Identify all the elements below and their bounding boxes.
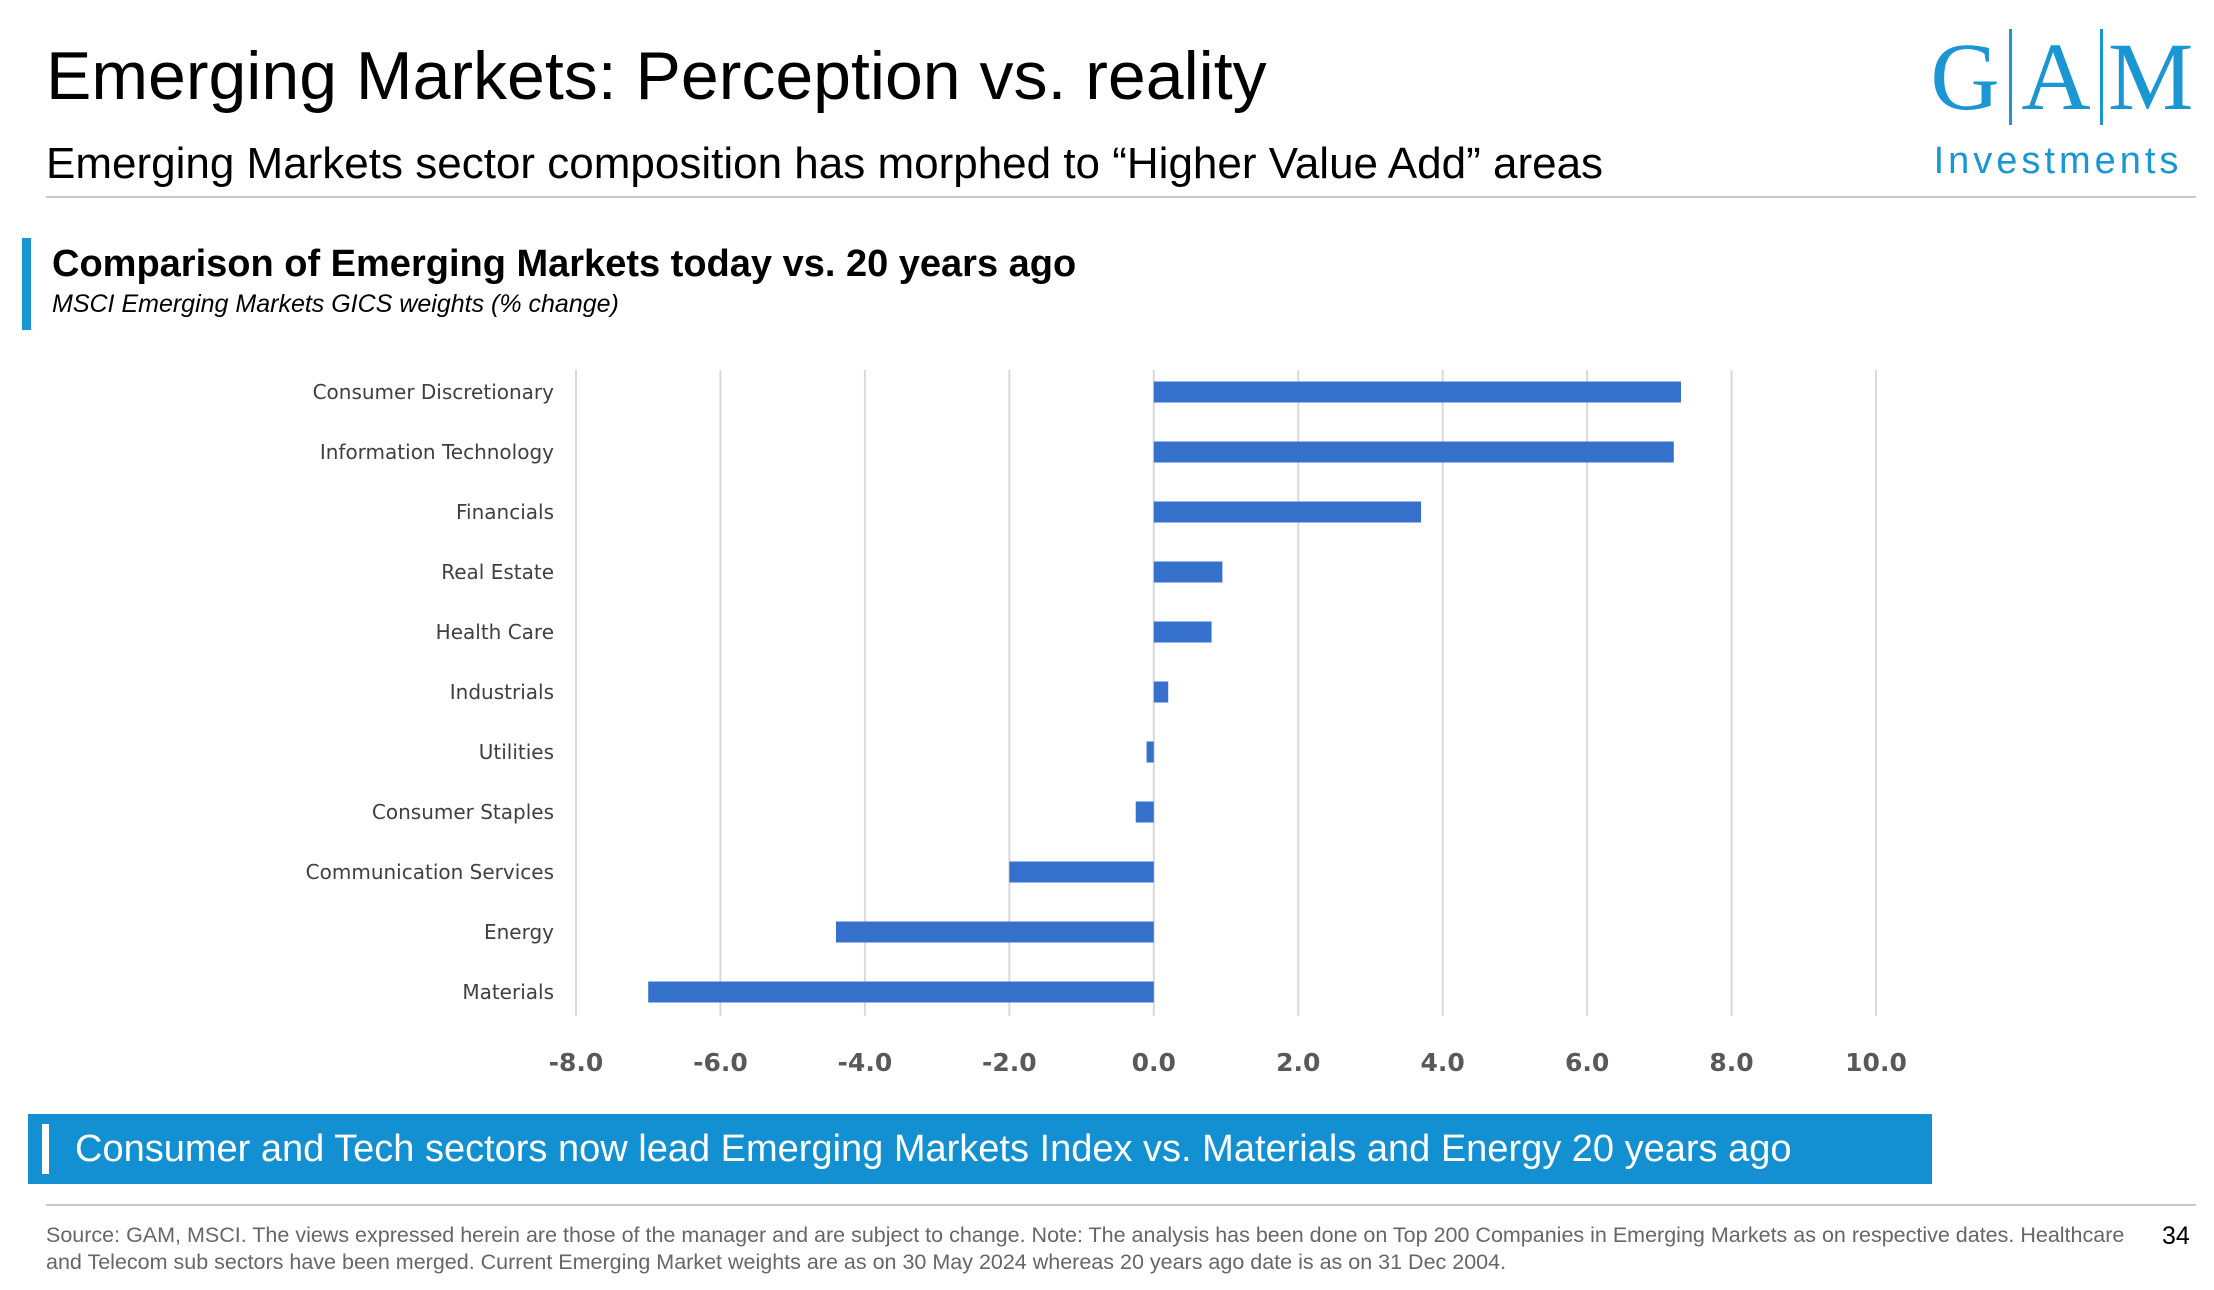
- bar: [1146, 741, 1154, 763]
- category-label: Utilities: [479, 740, 554, 764]
- category-label: Industrials: [450, 680, 554, 704]
- bar: [1153, 381, 1681, 403]
- x-tick-label: -4.0: [838, 1048, 893, 1077]
- category-label: Energy: [484, 920, 554, 944]
- bar: [1153, 681, 1169, 703]
- x-tick-label: 6.0: [1565, 1048, 1609, 1077]
- logo-letter-m: M: [2108, 23, 2194, 130]
- x-tick-label: -8.0: [549, 1048, 604, 1077]
- bar: [836, 921, 1154, 943]
- logo-wordmark: G A M: [1926, 23, 2194, 130]
- section-accent-bar: [22, 238, 31, 330]
- bar: [1009, 861, 1154, 883]
- category-label: Consumer Staples: [372, 800, 554, 824]
- chart-section-subtitle: MSCI Emerging Markets GICS weights (% ch…: [52, 290, 619, 318]
- logo-subtitle: Investments: [1933, 140, 2183, 182]
- header-divider: [46, 196, 2196, 198]
- bar: [1153, 621, 1212, 643]
- logo-letter-g: G: [1930, 23, 2000, 130]
- page-number: 34: [2162, 1222, 2190, 1250]
- category-label: Information Technology: [320, 440, 554, 464]
- x-tick-label: 2.0: [1276, 1048, 1320, 1077]
- chart-bars: [648, 381, 1681, 1003]
- source-footnote: Source: GAM, MSCI. The views expressed h…: [46, 1223, 2125, 1274]
- chart-x-tick-labels: -8.0 -6.0 -4.0 -2.0 0.0 2.0 4.0 6.0 8.0 10.0: [549, 1048, 1907, 1077]
- chart-section-title: Comparison of Emerging Markets today vs.…: [52, 243, 1077, 285]
- x-tick-label: 0.0: [1132, 1048, 1176, 1077]
- bar: [1153, 501, 1421, 523]
- chart-gridlines: [575, 370, 1877, 1016]
- callout-accent-bar: [42, 1124, 49, 1174]
- category-label: Health Care: [436, 620, 554, 644]
- bar: [648, 981, 1154, 1003]
- bar-chart: Consumer Discretionary Information Techno…: [306, 370, 1907, 1077]
- x-tick-label: -6.0: [693, 1048, 748, 1077]
- key-takeaway-callout: Consumer and Tech sectors now lead Emerg…: [28, 1114, 1932, 1184]
- logo-separator: [2100, 29, 2103, 125]
- page-subtitle: Emerging Markets sector composition has …: [46, 139, 1604, 188]
- footer-divider: [46, 1204, 2196, 1206]
- category-label: Real Estate: [441, 560, 554, 584]
- bar: [1153, 561, 1223, 583]
- category-label: Communication Services: [306, 860, 554, 884]
- page-title: Emerging Markets: Perception vs. reality: [46, 38, 1267, 114]
- x-tick-label: -2.0: [982, 1048, 1037, 1077]
- gam-logo: G A M Investments: [1926, 23, 2194, 192]
- x-tick-label: 4.0: [1421, 1048, 1465, 1077]
- bar: [1135, 801, 1154, 823]
- x-tick-label: 8.0: [1709, 1048, 1753, 1077]
- callout-text: Consumer and Tech sectors now lead Emerg…: [75, 1128, 1792, 1170]
- logo-letter-a: A: [2021, 23, 2091, 130]
- chart-category-labels: Consumer Discretionary Information Techno…: [306, 380, 554, 1004]
- category-label: Financials: [456, 500, 554, 524]
- logo-separator: [2009, 29, 2012, 125]
- x-tick-label: 10.0: [1845, 1048, 1907, 1077]
- category-label: Materials: [462, 980, 554, 1004]
- category-label: Consumer Discretionary: [313, 380, 555, 404]
- bar: [1153, 441, 1674, 463]
